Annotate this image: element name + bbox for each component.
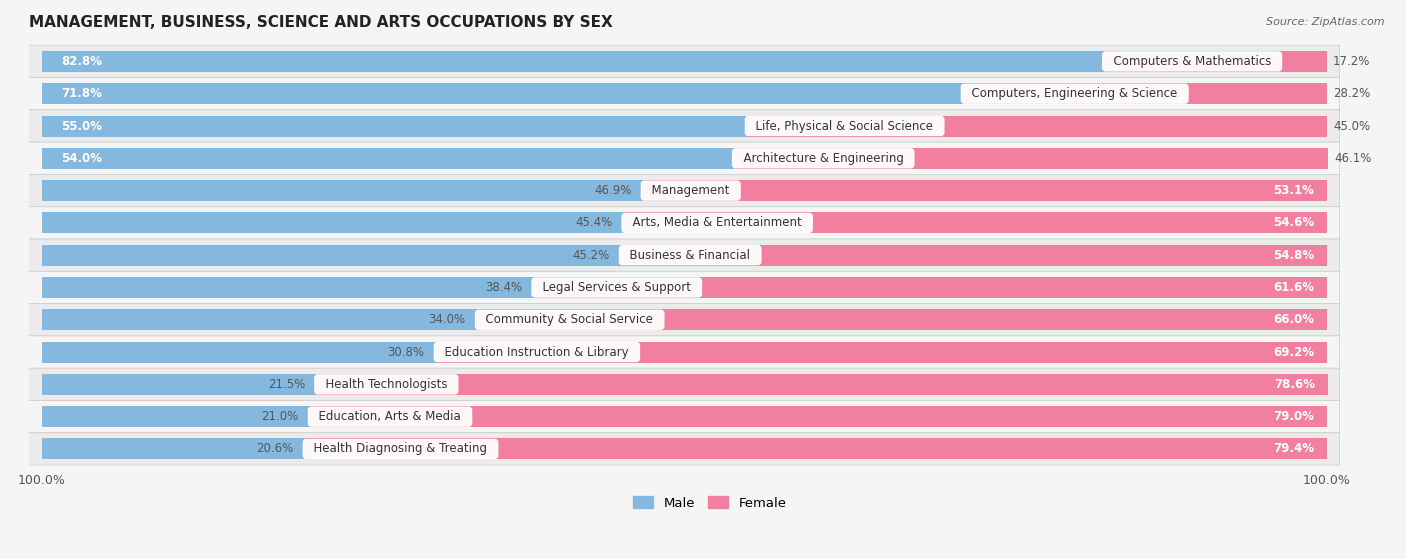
Text: Computers & Mathematics: Computers & Mathematics [1105, 55, 1278, 68]
Bar [735, 148, 1329, 169]
Text: Community & Social Service: Community & Social Service [478, 313, 661, 326]
Text: 55.0%: 55.0% [60, 120, 101, 132]
Text: 45.4%: 45.4% [575, 216, 612, 229]
Text: 38.4%: 38.4% [485, 281, 522, 294]
Text: 54.0%: 54.0% [60, 152, 101, 165]
Bar [965, 83, 1327, 104]
Text: 54.8%: 54.8% [1272, 249, 1313, 262]
Bar [42, 51, 1105, 72]
Bar [536, 277, 1327, 298]
FancyBboxPatch shape [28, 207, 1340, 239]
Bar [42, 116, 748, 136]
Text: 66.0%: 66.0% [1272, 313, 1313, 326]
FancyBboxPatch shape [28, 336, 1340, 368]
FancyBboxPatch shape [28, 142, 1340, 174]
Bar [318, 374, 1329, 395]
Text: Source: ZipAtlas.com: Source: ZipAtlas.com [1267, 17, 1385, 27]
Text: Legal Services & Support: Legal Services & Support [536, 281, 699, 294]
Text: 28.2%: 28.2% [1333, 87, 1371, 100]
Bar [623, 245, 1327, 266]
Legend: Male, Female: Male, Female [628, 491, 792, 515]
Text: 82.8%: 82.8% [60, 55, 101, 68]
Text: 69.2%: 69.2% [1272, 345, 1313, 358]
Text: Arts, Media & Entertainment: Arts, Media & Entertainment [626, 216, 810, 229]
Text: 20.6%: 20.6% [256, 442, 294, 456]
FancyBboxPatch shape [28, 271, 1340, 304]
Text: Education Instruction & Library: Education Instruction & Library [437, 345, 637, 358]
Bar [42, 374, 318, 395]
FancyBboxPatch shape [28, 239, 1340, 271]
Text: Education, Arts & Media: Education, Arts & Media [311, 410, 468, 423]
Bar [437, 342, 1327, 363]
Text: 46.1%: 46.1% [1334, 152, 1372, 165]
Text: 30.8%: 30.8% [388, 345, 425, 358]
FancyBboxPatch shape [28, 110, 1340, 142]
FancyBboxPatch shape [28, 174, 1340, 207]
Text: 78.6%: 78.6% [1274, 378, 1315, 391]
Bar [478, 309, 1327, 330]
Bar [42, 277, 536, 298]
Text: Management: Management [644, 184, 737, 197]
Text: 71.8%: 71.8% [60, 87, 101, 100]
Bar [307, 438, 1327, 459]
Text: Business & Financial: Business & Financial [623, 249, 758, 262]
Bar [42, 406, 311, 427]
Bar [311, 406, 1327, 427]
Text: Life, Physical & Social Science: Life, Physical & Social Science [748, 120, 941, 132]
Text: 79.4%: 79.4% [1272, 442, 1313, 456]
Text: Health Diagnosing & Treating: Health Diagnosing & Treating [307, 442, 495, 456]
Bar [748, 116, 1327, 136]
Bar [42, 83, 965, 104]
Text: 61.6%: 61.6% [1272, 281, 1313, 294]
Text: 46.9%: 46.9% [595, 184, 631, 197]
Text: 79.0%: 79.0% [1272, 410, 1313, 423]
Text: 45.0%: 45.0% [1333, 120, 1371, 132]
Text: 45.2%: 45.2% [572, 249, 610, 262]
Text: 21.5%: 21.5% [267, 378, 305, 391]
FancyBboxPatch shape [28, 304, 1340, 336]
FancyBboxPatch shape [28, 78, 1340, 110]
FancyBboxPatch shape [28, 400, 1340, 433]
Bar [42, 309, 478, 330]
Bar [42, 245, 623, 266]
Text: MANAGEMENT, BUSINESS, SCIENCE AND ARTS OCCUPATIONS BY SEX: MANAGEMENT, BUSINESS, SCIENCE AND ARTS O… [28, 15, 613, 30]
Bar [42, 342, 437, 363]
Text: 34.0%: 34.0% [429, 313, 465, 326]
FancyBboxPatch shape [28, 433, 1340, 465]
Text: Architecture & Engineering: Architecture & Engineering [735, 152, 911, 165]
Bar [1105, 51, 1327, 72]
Text: 21.0%: 21.0% [262, 410, 298, 423]
Text: Health Technologists: Health Technologists [318, 378, 454, 391]
Text: 53.1%: 53.1% [1272, 184, 1313, 197]
Text: 17.2%: 17.2% [1333, 55, 1371, 68]
Bar [42, 212, 626, 233]
FancyBboxPatch shape [28, 45, 1340, 78]
FancyBboxPatch shape [28, 368, 1340, 400]
Bar [42, 148, 735, 169]
Bar [644, 180, 1327, 201]
Bar [42, 438, 307, 459]
Bar [42, 180, 644, 201]
Text: Computers, Engineering & Science: Computers, Engineering & Science [965, 87, 1185, 100]
Text: 54.6%: 54.6% [1272, 216, 1313, 229]
Bar [626, 212, 1327, 233]
